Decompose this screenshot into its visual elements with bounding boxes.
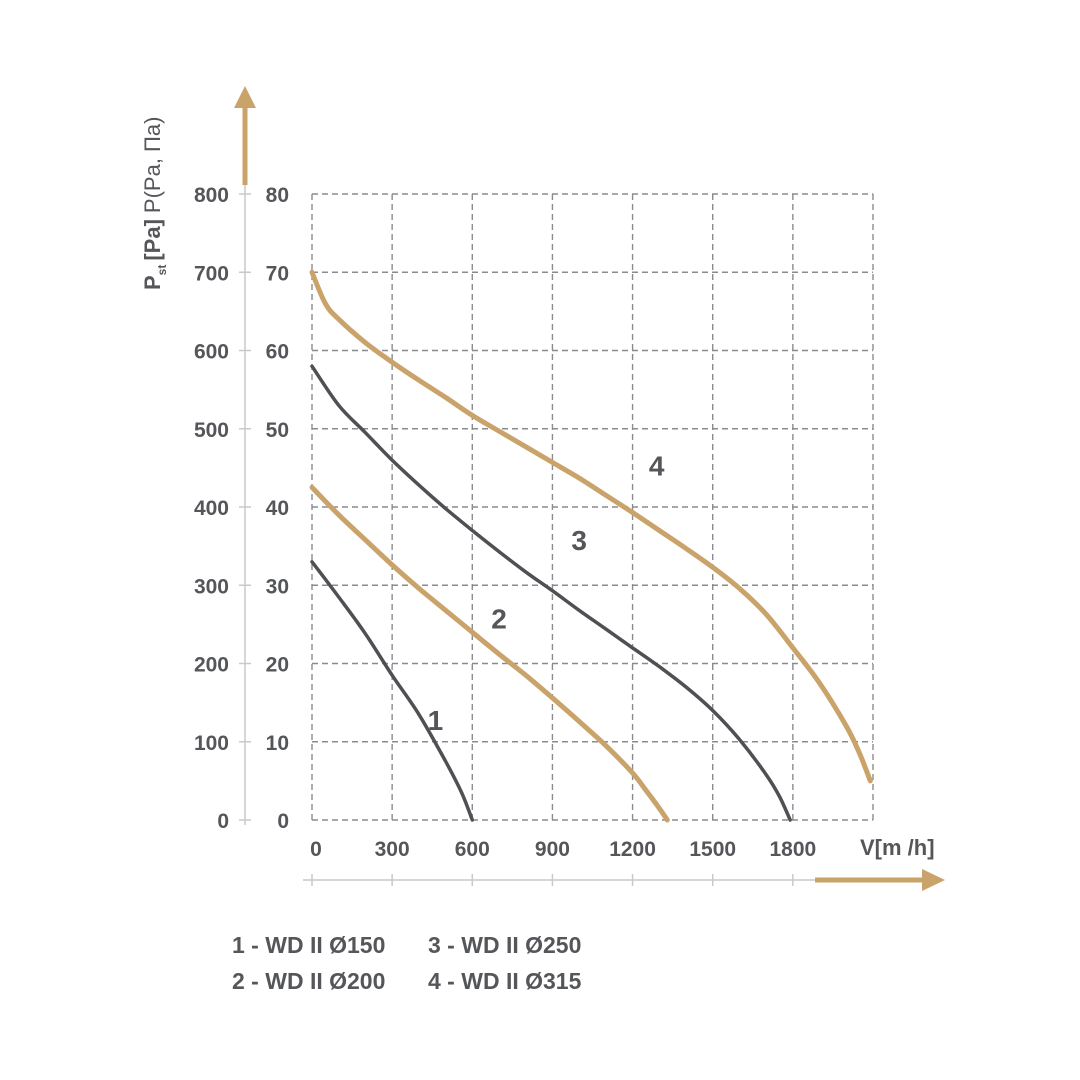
- y-axis-title: Pst [Pa] P(Pa, Па): [140, 117, 169, 290]
- grid: [311, 193, 874, 821]
- series-4-line: [309, 269, 873, 784]
- y-tick-label-outer: 100: [194, 732, 229, 755]
- x-axis-marks: [311, 874, 794, 886]
- y-tick-label-outer: 200: [194, 654, 229, 677]
- legend-item-4: 4 - WD II Ø315: [428, 968, 582, 994]
- series-3-line: [310, 364, 792, 822]
- y-tick-label-outer: 400: [194, 497, 229, 520]
- y-tick-label-outer: 500: [194, 419, 229, 442]
- x-tick-label: 300: [375, 838, 410, 861]
- legend-item-1: 1 - WD II Ø150: [232, 932, 386, 958]
- x-tick-label: 1500: [689, 838, 736, 861]
- series-1-line: [310, 560, 475, 822]
- y-tick-label-inner: 80: [266, 184, 289, 207]
- y-axis-title-unit: [Pa]: [140, 219, 165, 261]
- y-axis-arrow-icon: [234, 86, 256, 108]
- x-tick-label: 600: [455, 838, 490, 861]
- x-ticks: 0 300 600 900 1200 1500 1800: [310, 838, 816, 861]
- y-axis-title-rest: P(Pa, Па): [140, 117, 165, 214]
- y-ticks-outer: 0 100 200 300 400 500 600 700 800: [194, 184, 251, 833]
- series-2-line: [309, 484, 670, 823]
- y-tick-label-inner: 10: [266, 732, 289, 755]
- legend-item-2: 2 - WD II Ø200: [232, 968, 386, 994]
- legend-item-3: 3 - WD II Ø250: [428, 932, 582, 958]
- x-axis-arrow-shaft: [815, 877, 925, 883]
- y-tick-label-inner: 60: [266, 341, 289, 364]
- y-tick-label-inner: 0: [277, 810, 289, 833]
- series-1-label: 1: [428, 705, 444, 736]
- y-tick-label-inner: 50: [266, 419, 289, 442]
- y-tick-label-inner: 40: [266, 497, 289, 520]
- y-tick-label-outer: 800: [194, 184, 229, 207]
- x-tick-label: 1200: [609, 838, 656, 861]
- y-axis-title-prefix: P: [140, 275, 165, 290]
- x-tick-label: 0: [310, 838, 322, 861]
- x-tick-label: 1800: [769, 838, 816, 861]
- y-tick-label-inner: 70: [266, 262, 289, 285]
- y-tick-label-outer: 0: [217, 810, 229, 833]
- x-axis-arrow-icon: [922, 869, 945, 891]
- y-ticks-inner: 0 10 20 30 40 50 60 70 80: [266, 184, 289, 833]
- y-axis-title-subscript: st: [155, 265, 169, 276]
- curve-labels: 1 2 3 4: [428, 451, 665, 736]
- series-4-label: 4: [649, 451, 665, 482]
- y-tick-label-outer: 600: [194, 341, 229, 364]
- series-2-label: 2: [491, 603, 507, 634]
- series-3-label: 3: [571, 525, 587, 556]
- y-tick-label-inner: 30: [266, 575, 289, 598]
- y-axis-arrow-shaft: [242, 105, 248, 185]
- y-tick-label-outer: 300: [194, 575, 229, 598]
- y-tick-label-inner: 20: [266, 654, 289, 677]
- axes: [234, 86, 945, 891]
- x-axis-title: V[m /h]: [860, 835, 935, 860]
- x-tick-label: 900: [535, 838, 570, 861]
- curves: [309, 269, 873, 823]
- y-tick-label-outer: 700: [194, 262, 229, 285]
